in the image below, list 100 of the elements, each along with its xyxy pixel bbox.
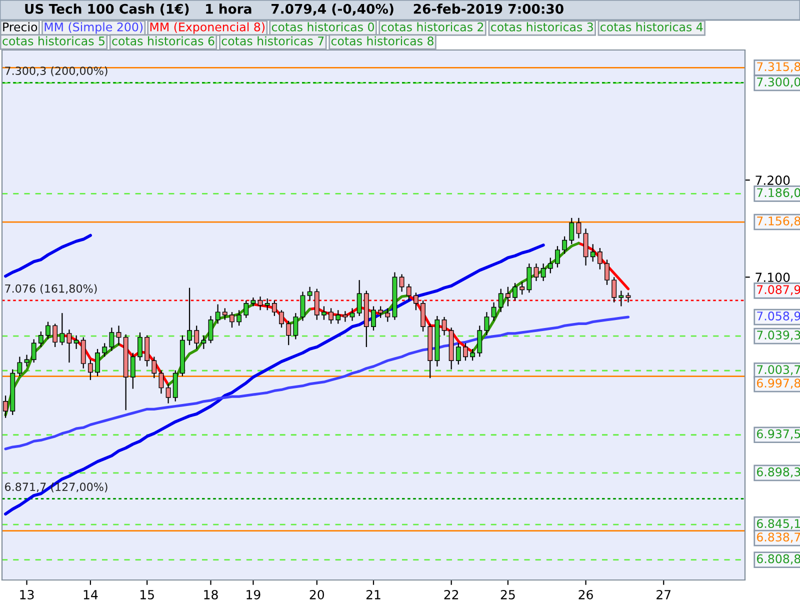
candlestick <box>321 306 326 320</box>
x-tick-label: 22 <box>444 590 458 600</box>
candlestick <box>512 282 518 301</box>
candlestick <box>300 291 306 322</box>
candlestick <box>109 327 114 352</box>
ref-line-label: 7.315,8 <box>757 62 800 72</box>
candlestick <box>597 247 602 270</box>
candlestick <box>406 283 412 301</box>
candlestick <box>350 308 355 322</box>
candlestick <box>307 286 312 301</box>
candlestick <box>201 334 206 350</box>
x-tick-label: 21 <box>366 590 380 600</box>
candlestick <box>236 310 242 326</box>
candlestick <box>130 352 136 390</box>
ref-line-label: 7.076 (161,80%) <box>5 284 97 294</box>
candlestick <box>371 306 376 332</box>
candlestick <box>526 263 532 294</box>
candlestick <box>378 306 384 318</box>
x-tick-label: 20 <box>310 590 324 600</box>
candlestick <box>215 304 220 324</box>
ref-line-label: 6.871,7 (127,00%) <box>5 482 108 492</box>
candlestick <box>244 300 249 318</box>
candlestick <box>491 302 496 322</box>
candlestick <box>442 316 447 336</box>
text: cotas historicas 7 <box>222 36 324 46</box>
candlestick <box>520 281 525 296</box>
candlestick <box>38 330 44 348</box>
candlestick <box>484 312 490 336</box>
candlestick <box>498 288 504 313</box>
candlestick <box>328 308 334 324</box>
candlestick <box>88 359 93 381</box>
candlestick <box>548 257 553 274</box>
candlestick <box>477 325 482 358</box>
candlestick <box>66 329 72 364</box>
candlestick <box>279 310 284 328</box>
x-tick-label: 13 <box>20 590 34 600</box>
candlestick <box>152 356 157 379</box>
candlestick <box>208 315 214 344</box>
candlestick <box>194 325 200 350</box>
candlestick <box>456 342 461 366</box>
candlestick <box>576 217 582 239</box>
ref-line-label: 7.300,0 <box>757 78 800 88</box>
candlestick <box>555 246 560 268</box>
candlestick <box>264 298 270 311</box>
candlestick <box>463 342 468 362</box>
candlestick <box>569 217 574 245</box>
x-tick-label: 19 <box>246 590 260 600</box>
candlestick <box>336 310 341 324</box>
candlestick <box>342 310 348 322</box>
candlestick <box>540 263 546 282</box>
candlestick <box>590 244 596 262</box>
candlestick <box>46 321 50 340</box>
x-tick-label: 15 <box>140 590 154 600</box>
ref-line-label: 7.156,8 <box>757 216 800 227</box>
candlestick <box>80 336 86 369</box>
candlestick <box>31 338 36 364</box>
candlestick <box>138 332 142 362</box>
candlestick <box>144 334 150 367</box>
text: cotas historicas 8 <box>331 36 434 46</box>
x-tick-label: 26 <box>578 590 593 600</box>
ref-line-label: 6.838,7 <box>756 532 800 543</box>
text: cotas historicas 5 <box>2 36 104 46</box>
text: cotas historicas 3 <box>491 22 593 32</box>
chart-title: US Tech 100 Cash (1€) <box>25 4 189 16</box>
text: Precio <box>3 22 38 32</box>
candlestick <box>116 325 122 346</box>
candlestick <box>505 286 510 307</box>
candlestick <box>562 236 568 254</box>
candlestick <box>17 356 22 377</box>
candlestick <box>534 263 539 282</box>
candlestick <box>470 348 476 362</box>
text: cotas historicas 0 <box>272 22 374 32</box>
candlestick <box>95 348 100 377</box>
x-tick-label: 18 <box>204 590 218 600</box>
text: cotas historicas 4 <box>600 22 703 32</box>
line-series <box>4 316 630 450</box>
candlestick <box>74 334 79 350</box>
candlestick <box>24 354 30 367</box>
text: 7.087,9 <box>757 285 800 296</box>
text: MM (Simple 200) <box>44 22 143 34</box>
text: 7.058,9 <box>757 312 800 322</box>
candlestick <box>612 276 617 303</box>
y-tick-label: 7.100 <box>756 272 790 282</box>
line-series <box>4 244 545 516</box>
ref-line-label: 6.845,1 <box>756 519 800 530</box>
ref-line-label: 6.808,8 <box>756 554 800 564</box>
candlestick <box>604 259 610 286</box>
text: cotas historicas 6 <box>112 36 214 46</box>
candlestick <box>314 288 320 320</box>
x-tick-label: 14 <box>84 590 98 600</box>
candlestick <box>222 308 228 320</box>
candlestick <box>102 342 108 358</box>
candlestick <box>356 280 362 317</box>
ref-line-label: 6.997,8 <box>756 378 800 389</box>
candlestick <box>583 228 588 266</box>
candlestick <box>60 312 65 346</box>
chart-subtitle: 1 hora 7.079,4 (-0,40%) 26-feb-2019 7:00:30 <box>206 4 564 16</box>
ref-line-label: 7.003,7 <box>757 365 800 376</box>
ref-line-label: 7.039,3 <box>757 330 800 341</box>
candlestick <box>187 287 192 346</box>
